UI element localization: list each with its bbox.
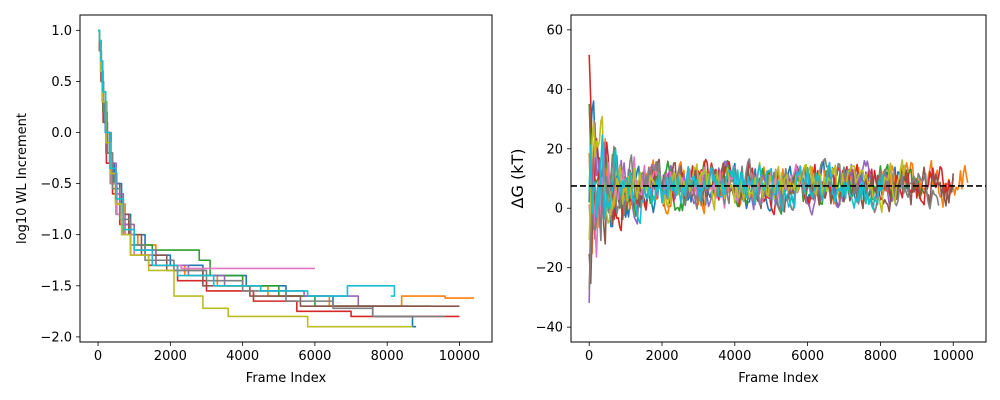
y-tick-label: 20 (546, 142, 563, 157)
right-panel-delta-g: 0 2000 4000 6000 8000 10000 60 40 20 0 −20 −40 Frame… (508, 14, 987, 386)
y-tick-label: −0.5 (40, 177, 72, 192)
x-tick-label: 6000 (791, 349, 824, 364)
series-line-5 (98, 29, 409, 308)
trace-line-8 (588, 145, 940, 290)
series-line-10 (98, 29, 396, 297)
y-tick-label: 40 (546, 83, 563, 98)
y-tick-label: −2.0 (40, 330, 72, 345)
plot-frame (570, 14, 987, 343)
y-tick-label: 0.5 (51, 75, 72, 90)
y-tick-label: −20 (536, 261, 563, 276)
left-panel-log10-wl-increment: 0 2000 4000 6000 8000 10000 1.0 0.5 0.0 −0.5 −1.0 −… (15, 14, 493, 386)
y-tick-label: 0 (555, 202, 563, 217)
plot-frame (79, 14, 493, 343)
right-series-group (588, 54, 969, 303)
x-tick-label: 6000 (298, 349, 331, 364)
y-tick-label: −40 (536, 321, 563, 336)
x-axis-label: Frame Index (738, 371, 819, 386)
y-tick-label: −1.5 (40, 279, 72, 294)
x-tick-label: 2000 (645, 349, 678, 364)
x-tick-label: 10000 (933, 349, 974, 364)
trace-line-4 (588, 54, 954, 232)
y-tick-label: 1.0 (51, 24, 72, 39)
y-tick-label: −1.0 (40, 228, 72, 243)
y-tick-label: 0.0 (51, 126, 72, 141)
y-axis-label: ΔG (kT) (508, 149, 527, 209)
y-tick-label: 60 (546, 23, 563, 38)
series-line-1 (98, 29, 417, 328)
series-line-8 (98, 29, 446, 318)
x-tick-label: 8000 (371, 349, 404, 364)
x-tick-label: 2000 (154, 349, 187, 364)
x-axis-label: Frame Index (246, 371, 327, 386)
left-series-group (98, 29, 474, 328)
x-tick-label: 4000 (226, 349, 259, 364)
x-tick-label: 0 (585, 349, 593, 364)
x-tick-label: 8000 (864, 349, 897, 364)
series-line-9 (98, 29, 413, 328)
x-tick-label: 4000 (718, 349, 751, 364)
y-axis-label: log10 WL Increment (15, 113, 30, 244)
x-tick-label: 10000 (439, 349, 480, 364)
series-line-4 (98, 29, 460, 318)
x-tick-label: 0 (94, 349, 102, 364)
